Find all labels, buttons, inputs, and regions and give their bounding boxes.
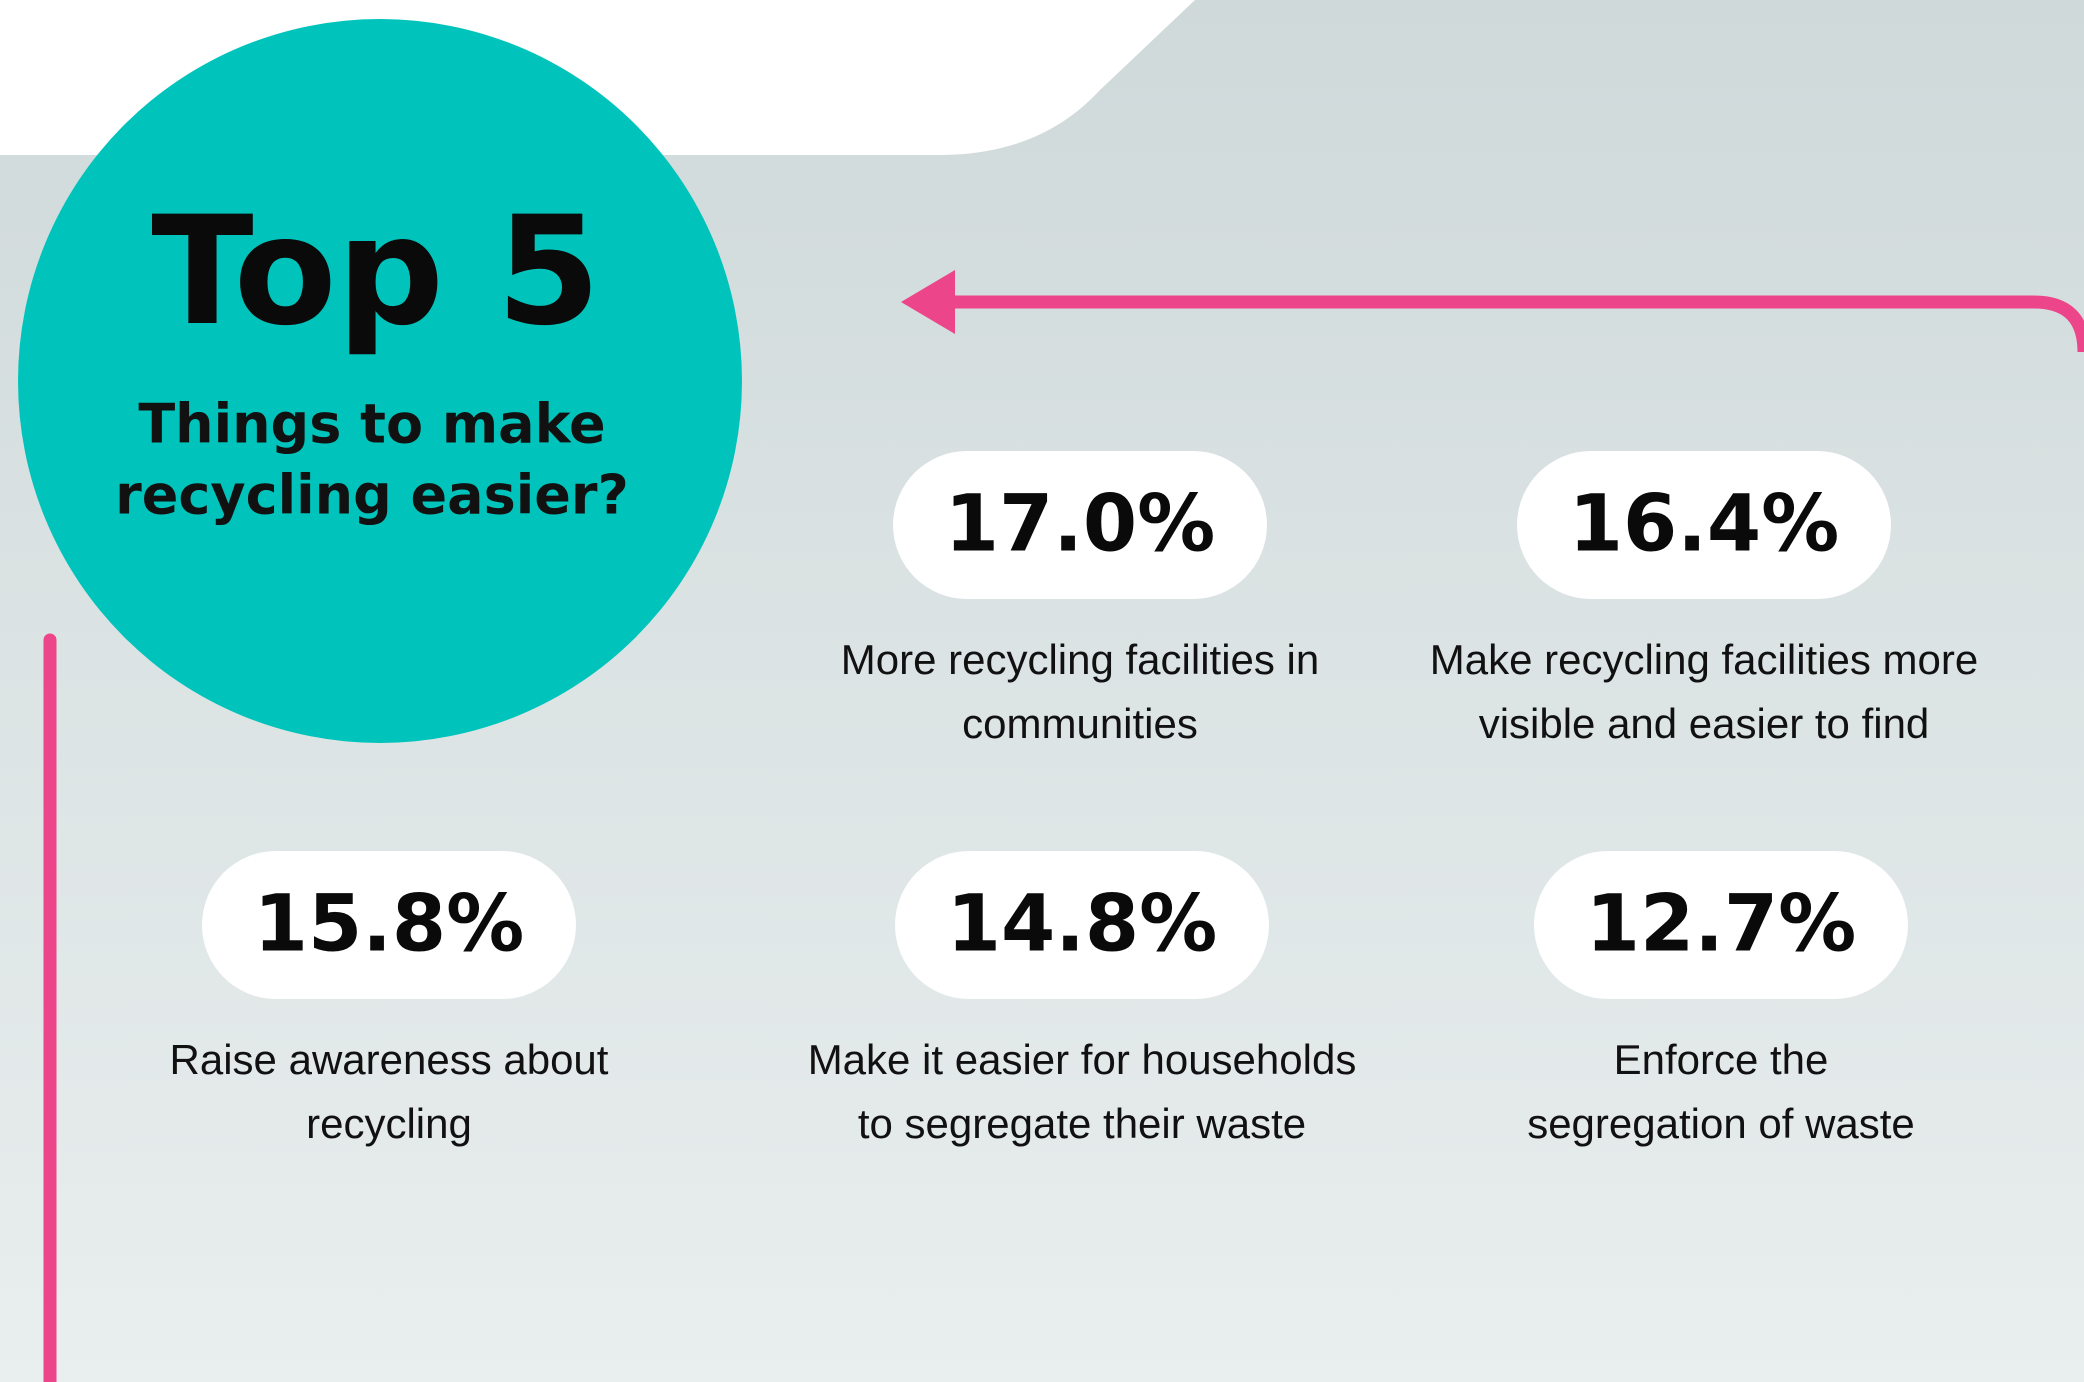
subtitle-line: recycling easier? <box>115 464 629 527</box>
value: 17.0% <box>945 479 1216 569</box>
item-label: communities <box>962 700 1198 747</box>
value-pill <box>1534 851 1908 999</box>
item-label: recycling <box>306 1100 472 1147</box>
subtitle-line: Things to make <box>138 393 605 456</box>
value: 12.7% <box>1586 879 1857 969</box>
item-label: More recycling facilities in <box>841 636 1320 683</box>
value-pill <box>202 851 576 999</box>
arrow-line <box>955 295 2084 353</box>
value-pill <box>1517 451 1891 599</box>
item-label: to segregate their waste <box>858 1100 1306 1147</box>
item-label: Enforce the <box>1614 1036 1829 1083</box>
value: 14.8% <box>947 879 1218 969</box>
title: Top 5 <box>151 185 600 359</box>
value-pill <box>895 851 1269 999</box>
title-circle <box>18 19 742 743</box>
value: 15.8% <box>254 879 525 969</box>
value-pill <box>893 451 1267 599</box>
items: 17.0% 16.4% 15.8% 14.8% 12.7% More recycling … <box>170 451 1979 1147</box>
arrow-head <box>901 270 955 334</box>
item-label: Raise awareness about <box>170 1036 609 1083</box>
value: 16.4% <box>1569 479 1840 569</box>
item-label: segregation of waste <box>1527 1100 1915 1147</box>
item-label: Make it easier for households <box>808 1036 1357 1083</box>
item-label: visible and easier to find <box>1479 700 1930 747</box>
item-label: Make recycling facilities more <box>1430 636 1979 683</box>
